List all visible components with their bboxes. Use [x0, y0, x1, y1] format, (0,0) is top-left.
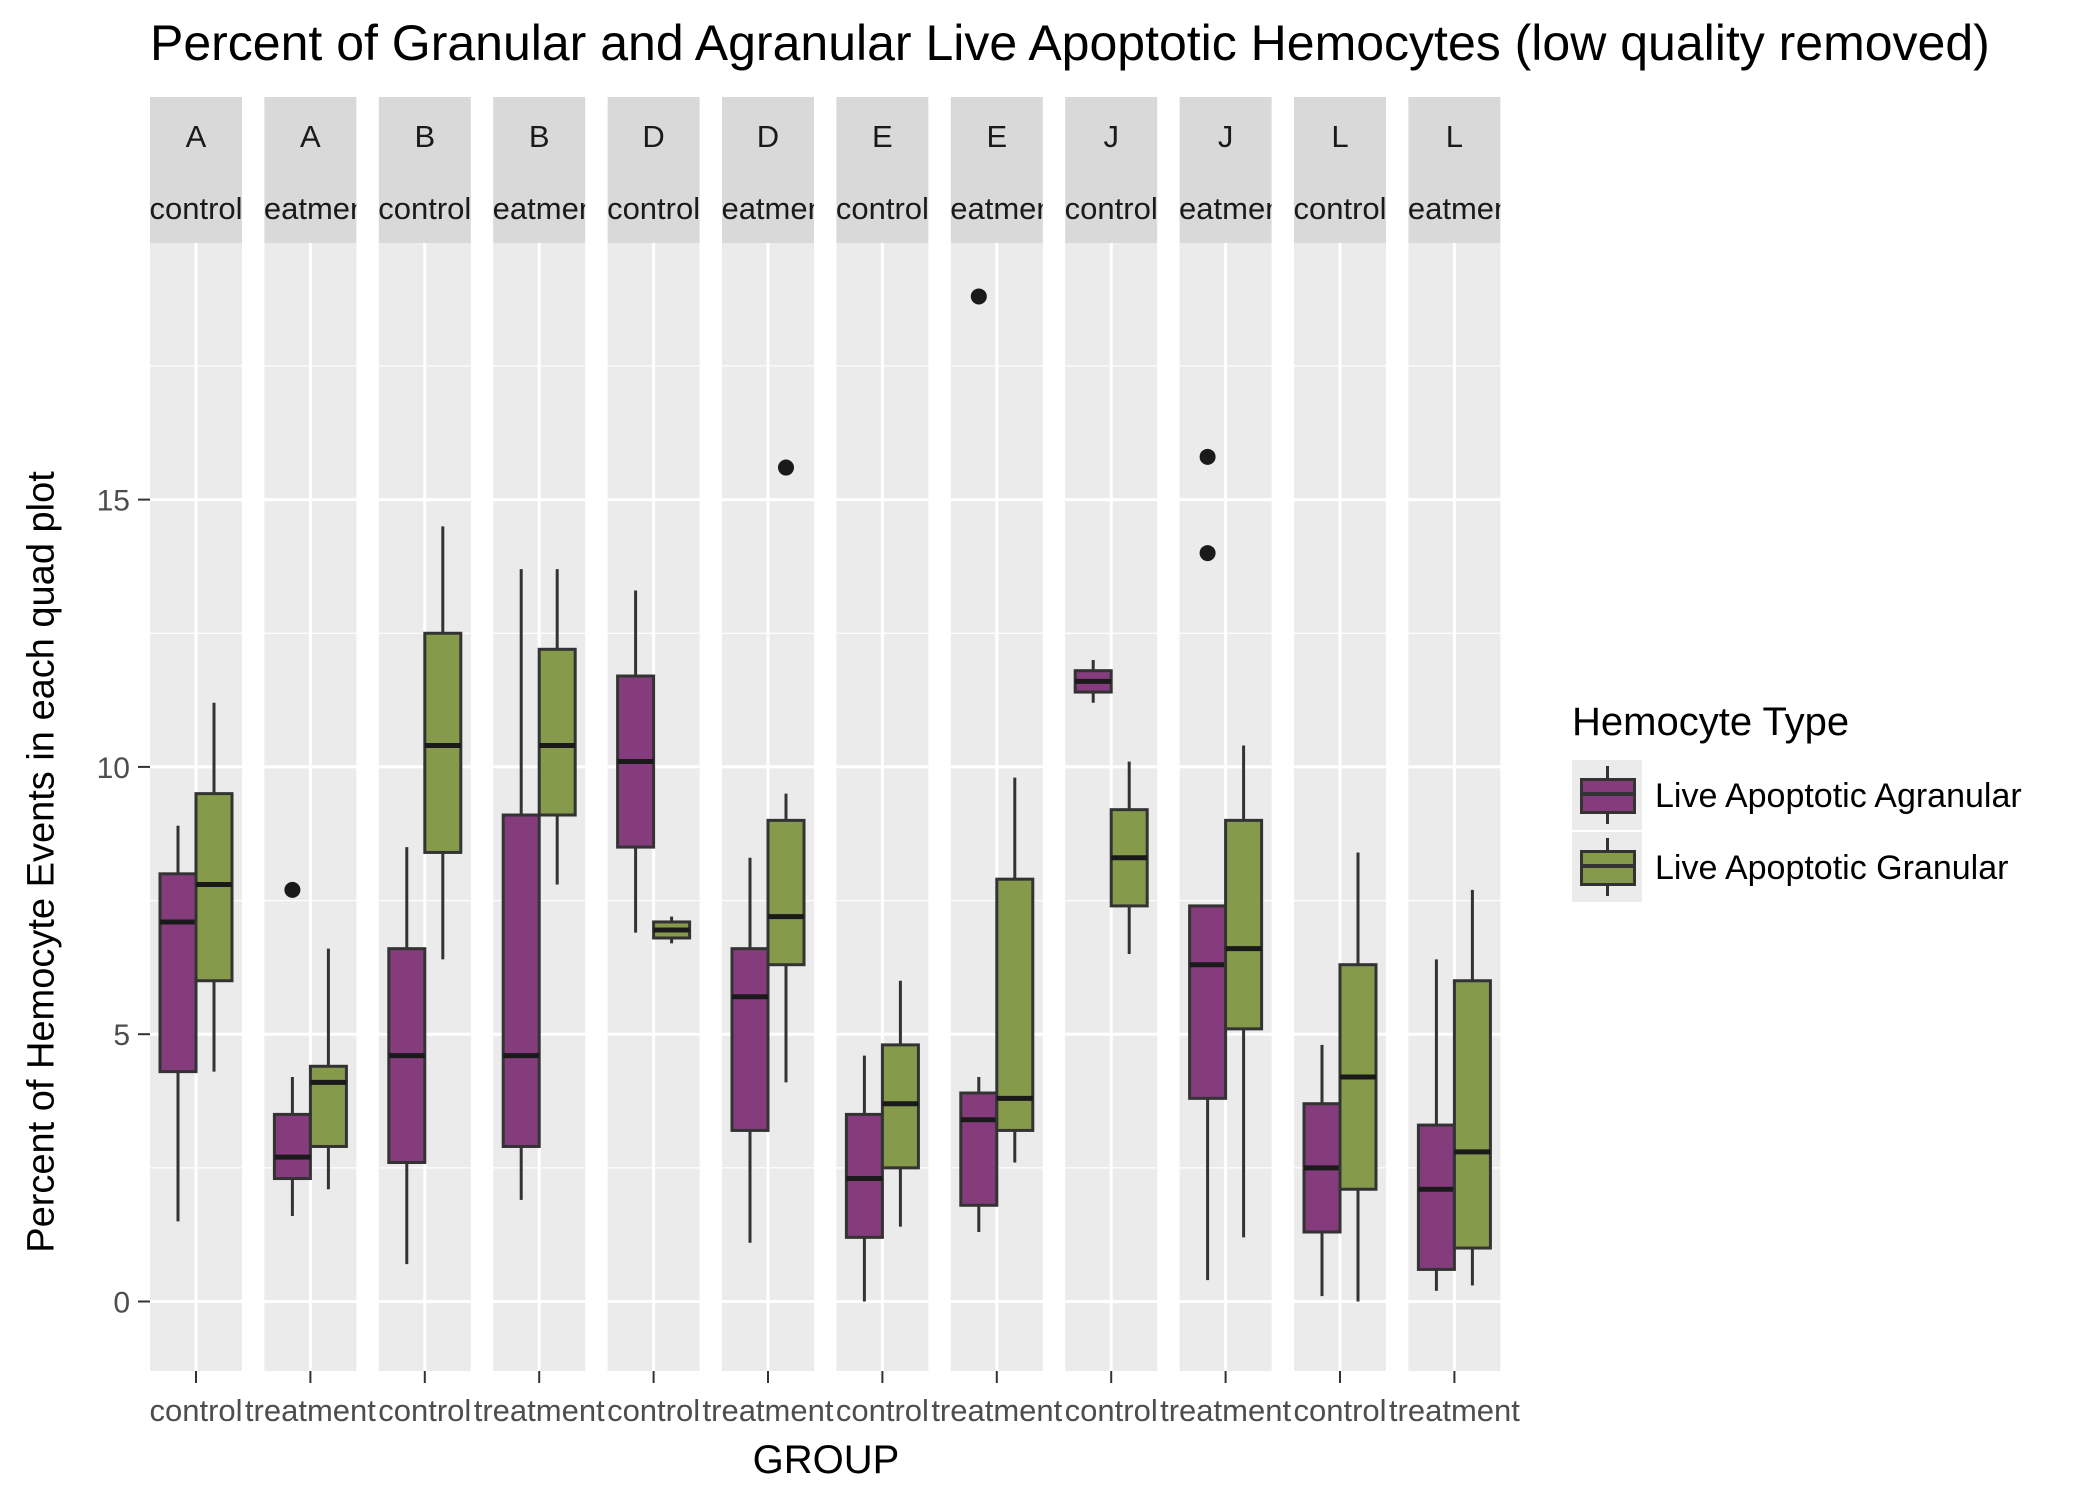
facet-strip: [722, 97, 814, 243]
x-axis-title: GROUP: [752, 1438, 900, 1482]
legend-title: Hemocyte Type: [1572, 700, 1850, 744]
facet-strip: [150, 97, 242, 243]
legend-label-agranular: Live Apoptotic Agranular: [1655, 777, 2022, 815]
box: [194, 792, 234, 983]
box: [308, 1064, 348, 1148]
facet-strip: [378, 97, 471, 243]
y-tick-label: 10: [97, 752, 130, 785]
facet-strip-label-top: J: [1218, 119, 1234, 154]
outlier-point: [284, 881, 301, 898]
chart-title: Percent of Granular and Agranular Live A…: [150, 15, 1990, 71]
facet-strip-label-top: A: [300, 119, 321, 154]
facet-strip: [950, 97, 1043, 243]
x-tick-label: treatment: [931, 1393, 1062, 1428]
x-tick-label: control: [607, 1393, 700, 1428]
box: [1224, 818, 1264, 1031]
facet-strip: [836, 97, 929, 243]
facet-strip-label-bottom: treatment: [1389, 191, 1520, 226]
facet-strip-label-top: L: [1446, 119, 1463, 154]
facet-strip-label-bottom: control: [607, 191, 700, 226]
box: [959, 1091, 999, 1207]
x-tick-label: control: [1293, 1393, 1386, 1428]
y-tick-label: 5: [113, 1019, 130, 1052]
box: [844, 1112, 884, 1239]
facet-strip-label-top: E: [986, 119, 1007, 154]
x-tick-label: control: [836, 1393, 929, 1428]
box: [1416, 1123, 1456, 1271]
facet-strip-label-top: B: [529, 119, 550, 154]
facet-strip: [1065, 97, 1158, 243]
x-tick-label: treatment: [703, 1393, 834, 1428]
x-tick-label: treatment: [1389, 1393, 1520, 1428]
facet-strip: [607, 97, 700, 243]
facet-strip-label-top: E: [872, 119, 893, 154]
facet-strip-label-top: B: [414, 119, 435, 154]
facet-strip-label-bottom: control: [149, 191, 242, 226]
outlier-point: [970, 288, 987, 305]
facet-strip-label-top: D: [642, 119, 664, 154]
facet-strip-label-bottom: treatment: [1160, 191, 1291, 226]
facet-strip: [1179, 97, 1272, 243]
facet-strip-label-top: J: [1103, 119, 1119, 154]
outlier-point: [778, 459, 794, 476]
legend-label-granular: Live Apoptotic Granular: [1655, 849, 2009, 887]
facet-strip: [264, 97, 357, 243]
box: [995, 877, 1035, 1132]
legend-item-granular: Live Apoptotic Granular: [1572, 832, 2072, 904]
facet-strip: [493, 97, 586, 243]
box: [880, 1043, 920, 1170]
x-tick-label: treatment: [474, 1393, 605, 1428]
facet-strip-label-bottom: control: [1293, 191, 1386, 226]
facet-strip-label-bottom: treatment: [703, 191, 834, 226]
facet-strip-label-bottom: treatment: [245, 191, 376, 226]
legend-key-granular: [1572, 832, 1642, 902]
outlier-point: [1199, 448, 1216, 465]
x-tick-label: treatment: [245, 1393, 376, 1428]
box: [1188, 904, 1228, 1100]
y-tick-label: 0: [113, 1287, 130, 1320]
box: [423, 631, 463, 854]
facet-strip-label-bottom: control: [378, 191, 471, 226]
facet-strip: [1408, 97, 1501, 243]
legend-item-agranular: Live Apoptotic Agranular: [1572, 760, 2072, 832]
facet-strip-label-top: L: [1331, 119, 1348, 154]
box: [537, 647, 577, 817]
x-tick-label: control: [1065, 1393, 1158, 1428]
x-tick-label: treatment: [1160, 1393, 1291, 1428]
box: [1452, 979, 1492, 1250]
y-tick-label: 15: [97, 485, 130, 518]
facet-strip-label-bottom: treatment: [931, 191, 1062, 226]
legend-key-agranular: [1572, 760, 1642, 830]
box: [766, 818, 806, 967]
facet-strip-label-top: A: [186, 119, 207, 154]
facet-strip-label-bottom: control: [1065, 191, 1158, 226]
facet-strip: [1294, 97, 1386, 243]
x-tick-label: control: [378, 1393, 471, 1428]
box: [272, 1112, 312, 1181]
facet-strip-label-bottom: control: [836, 191, 929, 226]
box: [158, 872, 198, 1074]
box: [501, 813, 541, 1148]
box: [730, 947, 770, 1132]
outlier-point: [1199, 545, 1216, 562]
y-axis-title: Percent of Hemocyte Events in each quad …: [20, 471, 63, 1253]
facet-strip-label-top: D: [757, 119, 779, 154]
x-tick-label: control: [149, 1393, 242, 1428]
facet-strip-label-bottom: treatment: [474, 191, 605, 226]
